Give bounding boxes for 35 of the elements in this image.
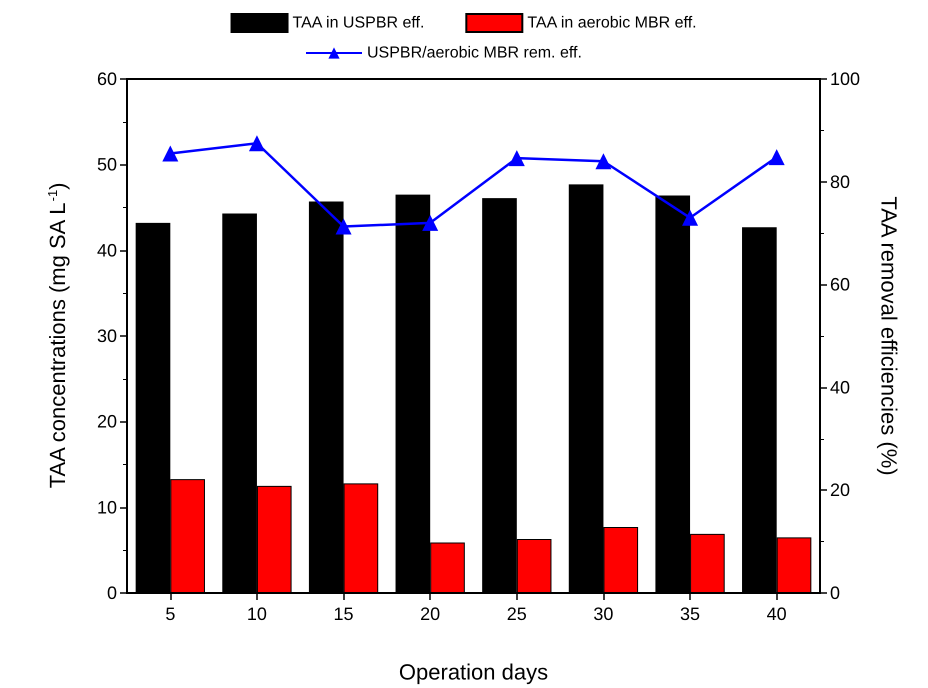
y2-tick-label: 80 xyxy=(830,172,850,192)
point xyxy=(595,153,612,170)
y-tick-label: 10 xyxy=(96,497,117,518)
y-tick-label: 60 xyxy=(96,69,117,89)
legend-label: TAA in USPBR eff. xyxy=(292,14,424,32)
x-tick-label: 20 xyxy=(420,604,440,624)
x-tick-label: 35 xyxy=(680,604,700,624)
point xyxy=(336,218,352,235)
point xyxy=(162,146,178,162)
y-tick-label: 0 xyxy=(106,583,117,603)
y2-tick-label: 20 xyxy=(830,480,850,500)
x-tick-label: 10 xyxy=(246,604,267,624)
legend-label: TAA in aerobic MBR eff. xyxy=(527,14,697,32)
y-tick-label: 50 xyxy=(96,154,117,175)
x-axis-title: Operation days xyxy=(398,660,548,684)
x-tick-label: 30 xyxy=(593,604,614,624)
point xyxy=(682,210,698,226)
x-tick-label: 40 xyxy=(766,604,787,624)
point xyxy=(248,135,265,152)
y-tick-label: 20 xyxy=(96,412,117,432)
point xyxy=(508,150,525,166)
x-tick-label: 5 xyxy=(165,604,176,624)
y-axis-title: TAA concentrations (mg SA L-1) xyxy=(45,182,70,488)
y2-tick-label: 100 xyxy=(830,69,860,89)
point xyxy=(422,214,438,231)
y2-axis-title: TAA removal efficiencies (%) xyxy=(876,196,902,476)
x-tick-label: 15 xyxy=(334,604,354,624)
y-tick-label: 30 xyxy=(96,326,117,346)
y-tick-label: 40 xyxy=(96,240,117,260)
legend-label: USPBR/aerobic MBR rem. eff. xyxy=(367,44,582,62)
y2-tick-label: 0 xyxy=(830,583,840,603)
y2-tick-label: 40 xyxy=(830,377,850,398)
point xyxy=(768,149,785,166)
x-tick-label: 25 xyxy=(506,604,527,624)
y2-tick-label: 60 xyxy=(830,274,850,295)
